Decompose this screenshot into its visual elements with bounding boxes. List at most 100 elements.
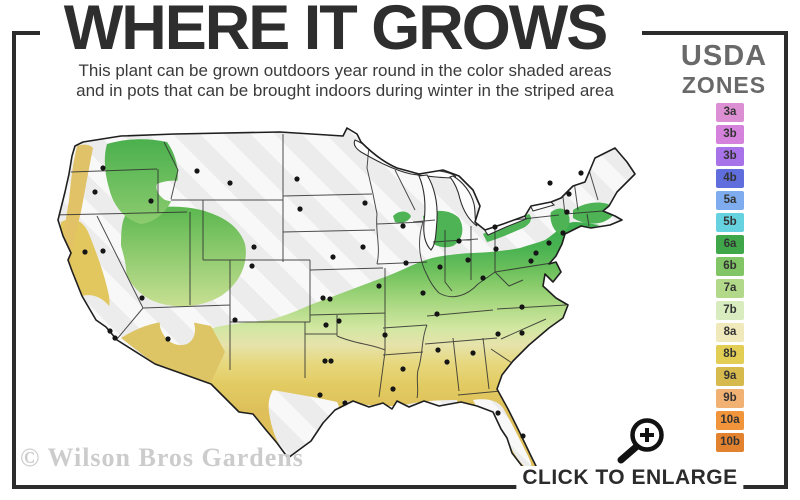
city-dot xyxy=(194,168,200,174)
city-dot xyxy=(92,189,98,195)
city-dot xyxy=(249,263,255,269)
city-dot xyxy=(82,249,88,255)
border-gap-top xyxy=(40,26,642,40)
zone-chip-4b: 4b xyxy=(716,169,744,188)
city-dot xyxy=(112,335,118,341)
usda-zone-map-svg xyxy=(57,127,636,471)
city-dot xyxy=(520,433,526,439)
city-dot xyxy=(382,332,388,338)
zone-chip-5b: 5b xyxy=(716,213,744,232)
legend-heading: USDA ZONES xyxy=(668,42,780,97)
city-dot xyxy=(107,328,113,334)
zone-chip-3a: 3a xyxy=(716,103,744,122)
city-dot xyxy=(546,240,552,246)
snake-plain-white-cutout xyxy=(156,180,197,202)
city-dot xyxy=(495,331,501,337)
zone-chip-6b: 6b xyxy=(716,257,744,276)
map-zone-fills xyxy=(58,128,635,470)
city-dot xyxy=(403,260,409,266)
south-texas-white-cutout xyxy=(268,390,340,458)
northwest-green xyxy=(104,139,178,224)
legend-heading-zones: ZONES xyxy=(681,72,767,98)
subtitle-line-2: and in pots that can be brought indoors … xyxy=(76,81,614,100)
city-dot xyxy=(444,359,450,365)
new-england-green-patch xyxy=(573,202,615,224)
watermark: © Wilson Bros Gardens xyxy=(20,443,304,472)
page-title: WHERE IT GROWS xyxy=(63,0,608,63)
city-dot xyxy=(578,170,584,176)
city-dot xyxy=(100,165,106,171)
zone-chip-7a: 7a xyxy=(716,279,744,298)
arizona-white-cutout xyxy=(159,309,195,346)
zone-chip-9b: 9b xyxy=(716,389,744,408)
zone-chip-3b: 3b xyxy=(716,125,744,144)
city-dot xyxy=(456,238,462,244)
city-dot xyxy=(100,248,106,254)
city-dot xyxy=(294,176,300,182)
city-dot xyxy=(434,311,440,317)
city-dot xyxy=(232,317,238,323)
city-dot xyxy=(342,400,348,406)
florida-white-cutout xyxy=(473,399,532,469)
city-dot xyxy=(495,410,501,416)
city-dot xyxy=(519,330,525,336)
city-dot xyxy=(327,296,333,302)
lake-huron xyxy=(449,175,478,227)
city-dot xyxy=(320,295,326,301)
city-dots xyxy=(82,165,584,439)
city-dot xyxy=(465,257,471,263)
city-dot xyxy=(330,254,336,260)
city-dot xyxy=(437,264,443,270)
city-dot xyxy=(297,206,303,212)
city-dot xyxy=(400,366,406,372)
city-dot xyxy=(528,258,534,264)
city-dot xyxy=(420,290,426,296)
southwest-tan xyxy=(121,320,225,384)
city-dot xyxy=(376,283,382,289)
sierra-white-cutout xyxy=(92,218,127,284)
click-to-enlarge-label[interactable]: CLICK TO ENLARGE xyxy=(516,466,744,490)
wisconsin-green-patch xyxy=(393,211,411,223)
subtitle: This plant can be grown outdoors year ro… xyxy=(35,61,655,101)
city-dot xyxy=(328,358,334,364)
zone-chip-10a: 10a xyxy=(716,411,744,430)
zone-chip-7b: 7b xyxy=(716,301,744,320)
zone-chip-10b: 10b xyxy=(716,433,744,452)
zone-chip-5a: 5a xyxy=(716,191,744,210)
city-dot xyxy=(547,180,553,186)
city-dot xyxy=(492,224,498,230)
city-dot xyxy=(493,246,499,252)
city-dot xyxy=(227,180,233,186)
lake-michigan xyxy=(418,174,438,251)
subtitle-line-1: This plant can be grown outdoors year ro… xyxy=(78,61,612,80)
city-dot xyxy=(560,230,566,236)
city-dot xyxy=(322,358,328,364)
city-dot xyxy=(566,191,572,197)
coast-tan-strip xyxy=(62,144,113,340)
hudson-green-patch xyxy=(550,208,570,234)
city-dot xyxy=(148,198,154,204)
zone-chip-6a: 6a xyxy=(716,235,744,254)
zone-chip-3b: 3b xyxy=(716,147,744,166)
state-borders xyxy=(58,133,604,399)
city-dot xyxy=(336,318,342,324)
city-dot xyxy=(564,209,570,215)
city-dot xyxy=(480,275,486,281)
us-outline xyxy=(57,127,636,471)
great-basin-green xyxy=(121,206,246,307)
zone-chip-9a: 9a xyxy=(716,367,744,386)
magnifier-icon[interactable] xyxy=(608,410,670,466)
city-dot xyxy=(362,200,368,206)
city-dot xyxy=(470,350,476,356)
city-dot xyxy=(323,322,329,328)
city-dot xyxy=(139,295,145,301)
legend-heading-usda: USDA xyxy=(680,40,768,72)
usda-zone-map[interactable] xyxy=(25,112,665,472)
city-dot xyxy=(165,336,171,342)
city-dot xyxy=(251,244,257,250)
city-dot xyxy=(435,347,441,353)
usda-zones-legend: 3a 3b 3b 4b 5a 5b 6a 6b 7a 7b 8a 8b 9a 9b 10a 10b xyxy=(716,103,744,455)
city-dot xyxy=(519,304,525,310)
zone-chip-8b: 8b xyxy=(716,345,744,364)
city-dot xyxy=(360,244,366,250)
